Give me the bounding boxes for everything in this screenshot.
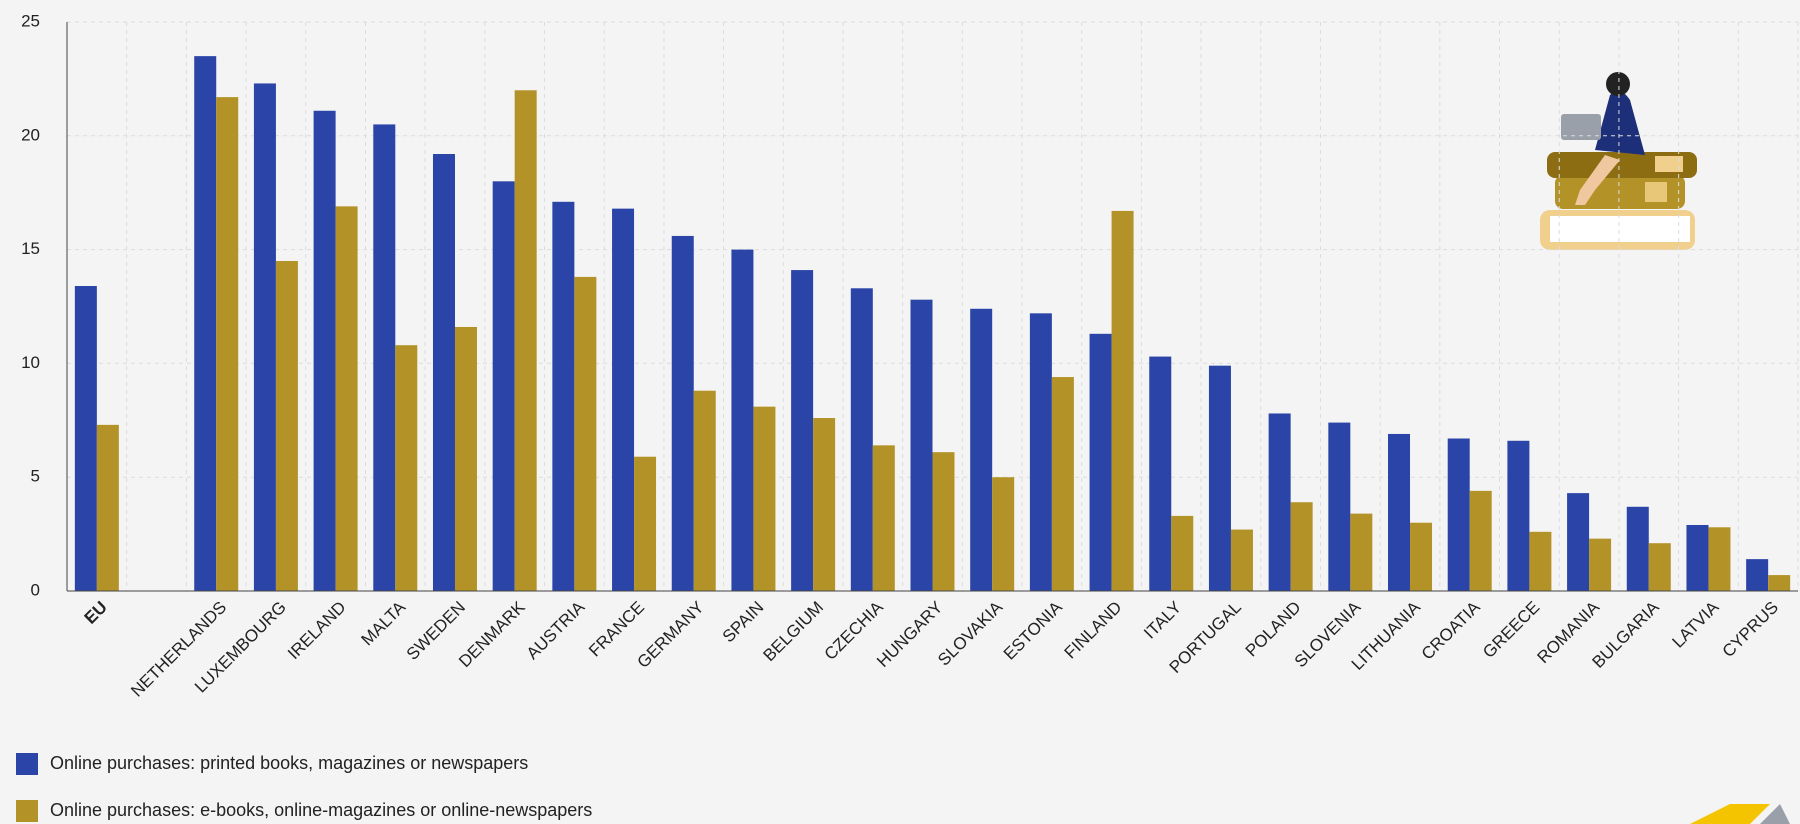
bar xyxy=(432,154,455,591)
bar xyxy=(373,124,396,592)
bar xyxy=(1111,210,1134,591)
bar xyxy=(970,308,993,591)
bar xyxy=(1268,413,1291,591)
bar xyxy=(753,406,776,591)
bar xyxy=(693,390,716,591)
bar xyxy=(1350,513,1373,591)
bar xyxy=(1648,543,1671,591)
bar xyxy=(1768,575,1791,591)
bar xyxy=(731,249,754,591)
bar xyxy=(96,424,119,591)
bar xyxy=(1089,333,1112,591)
bar xyxy=(335,206,358,591)
bar xyxy=(1029,313,1052,591)
bar xyxy=(1529,531,1552,591)
legend-swatch xyxy=(16,753,38,775)
bar xyxy=(671,235,694,591)
logo xyxy=(1690,804,1790,824)
bar xyxy=(1388,433,1411,591)
x-tick-label: SLOVAKIA xyxy=(934,597,1006,669)
bar xyxy=(1051,377,1074,591)
y-tick-label: 10 xyxy=(21,353,40,372)
x-tick-label: FINLAND xyxy=(1061,598,1126,663)
bar xyxy=(1230,529,1253,591)
y-tick-label: 0 xyxy=(31,580,40,599)
bar xyxy=(1686,524,1709,591)
legend-swatch xyxy=(16,800,38,822)
bar xyxy=(216,97,239,591)
x-tick-label: DENMARK xyxy=(455,597,529,671)
bar xyxy=(1589,538,1612,591)
bar xyxy=(910,299,933,591)
bar xyxy=(275,260,298,591)
legend-label: Online purchases: printed books, magazin… xyxy=(50,753,528,773)
bar xyxy=(1507,440,1530,591)
x-tick-label: ITALY xyxy=(1140,598,1185,643)
x-tick-label: LATVIA xyxy=(1668,597,1722,651)
bar xyxy=(1328,422,1351,591)
bar xyxy=(74,286,97,591)
bar xyxy=(313,110,336,591)
bar xyxy=(454,326,477,591)
bar xyxy=(492,181,515,591)
bar xyxy=(1149,356,1172,591)
x-tick-label: AUSTRIA xyxy=(523,597,589,663)
bar xyxy=(1746,559,1769,591)
bar xyxy=(253,83,276,592)
bar xyxy=(574,276,597,591)
x-tick-label: FRANCE xyxy=(585,598,648,661)
x-tick-label: IRELAND xyxy=(284,598,350,664)
bar xyxy=(514,90,537,591)
bar xyxy=(1626,506,1649,591)
bar xyxy=(1469,490,1492,591)
x-tick-label: MALTA xyxy=(358,597,410,649)
y-tick-label: 25 xyxy=(21,11,40,30)
x-tick-label: POLAND xyxy=(1242,598,1305,661)
bar xyxy=(1171,515,1194,591)
y-tick-label: 20 xyxy=(21,125,40,144)
bar xyxy=(194,56,217,591)
y-tick-label: 15 xyxy=(21,239,40,258)
bar xyxy=(932,452,955,591)
bar xyxy=(1447,438,1470,591)
legend-label: Online purchases: e-books, online-magazi… xyxy=(50,800,592,820)
bar xyxy=(552,201,575,591)
plot xyxy=(67,21,1799,592)
x-tick-label: BELGIUM xyxy=(760,598,828,666)
y-tick-label: 5 xyxy=(31,467,40,486)
bar xyxy=(1708,527,1731,591)
x-tick-label: EU xyxy=(81,598,111,628)
bar xyxy=(634,456,657,591)
bar xyxy=(1290,502,1313,591)
x-tick-label: CYPRUS xyxy=(1719,598,1783,662)
legend: Online purchases: printed books, magazin… xyxy=(16,753,592,822)
bar xyxy=(850,288,873,591)
x-tick-label: CROATIA xyxy=(1418,597,1484,663)
bar xyxy=(1410,522,1433,591)
x-tick-label: SPAIN xyxy=(719,598,768,647)
bar xyxy=(872,445,895,591)
bar xyxy=(791,270,814,591)
bar xyxy=(992,477,1015,591)
bar xyxy=(395,345,418,591)
bar xyxy=(1567,493,1590,591)
bar xyxy=(1208,365,1231,591)
illustration xyxy=(1540,72,1697,250)
x-tick-label: ESTONIA xyxy=(1000,597,1066,663)
bar xyxy=(612,208,635,591)
bar xyxy=(813,418,836,591)
